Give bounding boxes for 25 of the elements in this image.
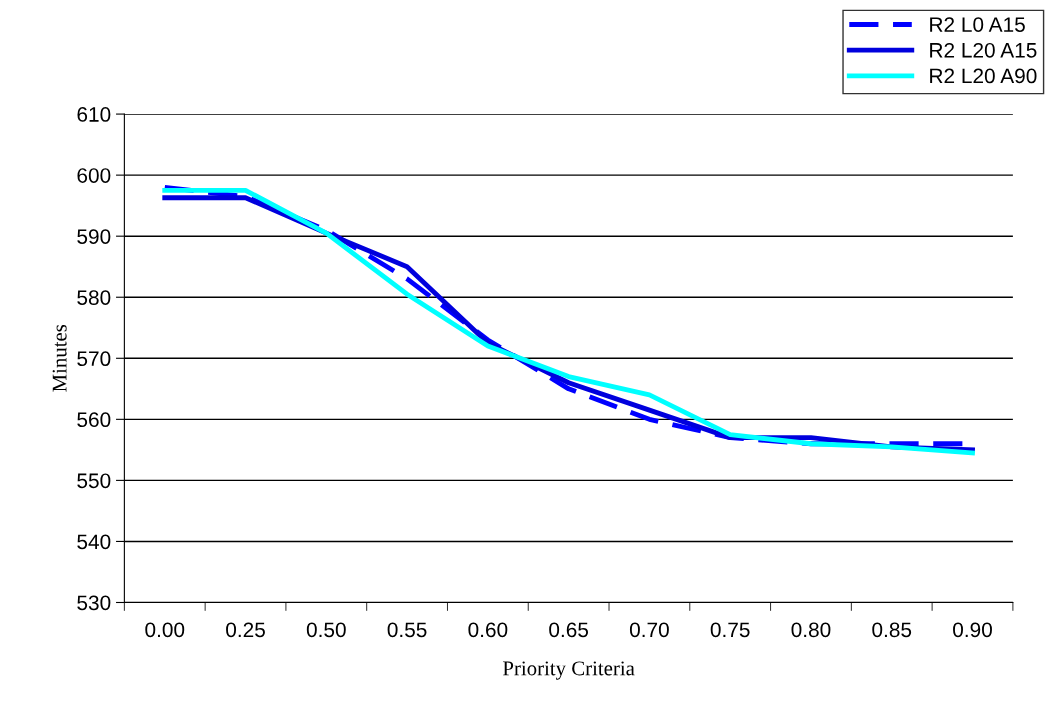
y-tick-label: 610 [77,107,111,122]
x-tick-label: 0.60 [468,622,508,638]
y-tick-label: 590 [77,229,111,244]
legend-label: R2 L0 A15 [930,17,1025,32]
y-tick-label: 560 [77,412,111,428]
y-tick-label: 530 [77,595,111,611]
x-axis-title: Priority Criteria [502,661,635,680]
x-tick-label: 0.80 [791,622,831,638]
x-tick-label: 0.00 [145,622,185,638]
y-tick-label: 550 [77,473,111,489]
x-tick-label: 0.65 [549,622,589,638]
y-tick-label: 540 [77,534,111,550]
y-tick-label: 580 [77,290,111,305]
x-tick-label: 0.75 [710,622,750,638]
x-tick-label: 0.50 [306,622,346,638]
legend-label: R2 L20 A15 [930,42,1037,58]
y-axis-title: Minutes [52,324,67,392]
legend-label: R2 L20 A90 [930,68,1037,84]
x-tick-label: 0.70 [629,622,669,638]
y-tick-label: 570 [77,351,111,367]
x-tick-label: 0.25 [226,622,265,638]
x-tick-label: 0.90 [953,622,992,638]
x-tick-label: 0.85 [872,622,912,638]
y-tick-label: 600 [77,168,111,183]
x-tick-label: 0.55 [387,622,427,638]
